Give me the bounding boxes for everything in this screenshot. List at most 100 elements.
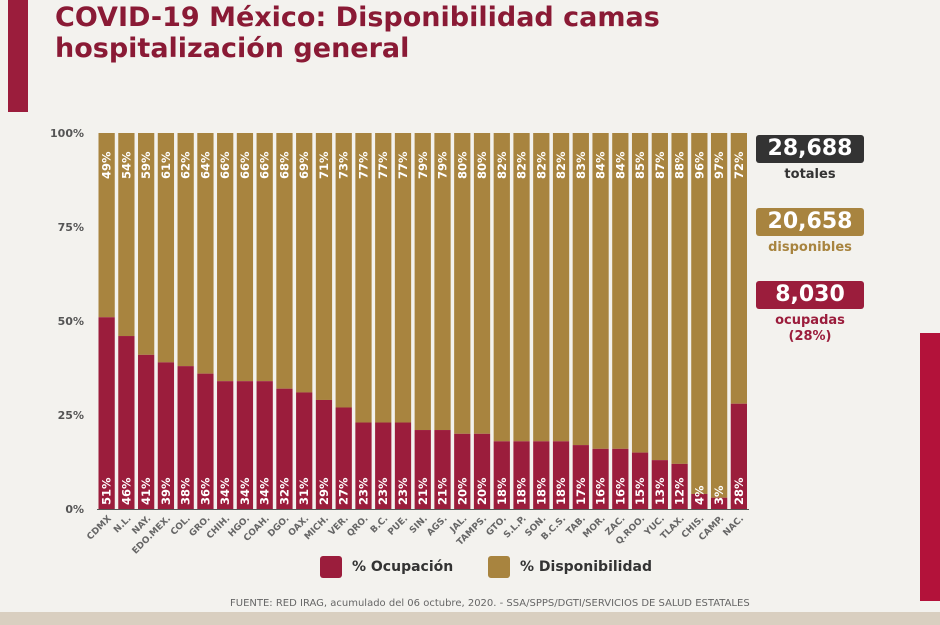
bar-ocupacion xyxy=(197,373,214,509)
data-label-ocupacion: 20% xyxy=(455,477,469,505)
bottom-strip xyxy=(0,612,940,625)
data-label-ocupacion: 34% xyxy=(238,477,252,505)
bar-disponibilidad xyxy=(533,133,550,442)
data-label-disponibilidad: 80% xyxy=(455,151,469,179)
bar-ocupacion xyxy=(355,422,372,509)
bar-disponibilidad xyxy=(138,133,155,355)
data-label-disponibilidad: 80% xyxy=(475,151,489,179)
y-tick-label: 0% xyxy=(65,503,84,516)
data-label-ocupacion: 21% xyxy=(436,477,450,505)
data-label-disponibilidad: 71% xyxy=(317,151,331,179)
bar-ocupacion xyxy=(434,430,451,509)
data-label-disponibilidad: 84% xyxy=(613,151,627,179)
data-label-ocupacion: 23% xyxy=(396,477,410,505)
bar-ocupacion xyxy=(118,336,135,509)
totales-value: 28,688 xyxy=(756,135,864,163)
bar-disponibilidad xyxy=(335,133,352,408)
stat-totales: 28,688 totales xyxy=(756,135,864,183)
data-label-ocupacion: 38% xyxy=(179,477,193,505)
data-label-ocupacion: 28% xyxy=(732,477,746,505)
bar-ocupacion xyxy=(572,445,589,509)
data-label-ocupacion: 34% xyxy=(258,477,272,505)
data-label-ocupacion: 23% xyxy=(356,477,370,505)
bar-ocupacion xyxy=(493,441,510,509)
accent-bar-left xyxy=(8,0,28,112)
x-tick-label: MOR. xyxy=(581,514,607,540)
bar-disponibilidad xyxy=(217,133,234,382)
bar-ocupacion xyxy=(454,433,471,509)
data-label-disponibilidad: 83% xyxy=(574,151,588,179)
data-label-disponibilidad: 88% xyxy=(673,151,687,179)
data-label-ocupacion: 34% xyxy=(218,477,232,505)
data-label-ocupacion: 16% xyxy=(613,477,627,505)
disponibles-value: 20,658 xyxy=(756,208,864,236)
legend-ocupacion: % Ocupación xyxy=(320,556,453,578)
bar-ocupacion xyxy=(394,422,412,509)
data-label-disponibilidad: 62% xyxy=(179,151,193,179)
data-label-disponibilidad: 64% xyxy=(198,151,212,179)
data-label-ocupacion: 51% xyxy=(100,477,114,505)
bar-ocupacion xyxy=(631,452,649,509)
data-label-disponibilidad: 54% xyxy=(119,151,133,179)
bar-ocupacion xyxy=(296,392,313,509)
bar-disponibilidad xyxy=(612,133,629,449)
bar-ocupacion xyxy=(710,497,728,509)
x-tick-label: S.L.P. xyxy=(502,514,528,540)
bar-ocupacion xyxy=(256,381,273,509)
bar-disponibilidad xyxy=(157,133,175,363)
data-label-ocupacion: 23% xyxy=(376,477,390,505)
disponibles-label: disponibles xyxy=(768,240,852,255)
bar-disponibilidad xyxy=(118,133,135,337)
data-label-ocupacion: 15% xyxy=(633,477,647,505)
bar-ocupacion xyxy=(552,441,570,509)
bar-ocupacion xyxy=(612,448,629,509)
data-label-ocupacion: 32% xyxy=(277,477,291,505)
bar-disponibilidad xyxy=(276,133,293,389)
data-label-disponibilidad: 66% xyxy=(258,151,272,179)
data-label-ocupacion: 29% xyxy=(317,477,331,505)
bar-disponibilidad xyxy=(592,133,609,449)
legend-swatch-ocupacion xyxy=(320,556,342,578)
bar-disponibilidad xyxy=(434,133,451,431)
data-label-ocupacion: 16% xyxy=(594,477,608,505)
data-label-ocupacion: 4% xyxy=(692,485,706,505)
bar-ocupacion xyxy=(513,441,530,509)
bar-disponibilidad xyxy=(296,133,313,393)
data-label-disponibilidad: 77% xyxy=(356,151,370,179)
x-tick-label: DGO. xyxy=(266,514,291,539)
data-label-ocupacion: 13% xyxy=(653,477,667,505)
bar-disponibilidad xyxy=(454,133,471,434)
data-label-disponibilidad: 96% xyxy=(692,151,706,179)
bar-disponibilidad xyxy=(671,133,688,464)
bar-ocupacion xyxy=(217,381,234,509)
y-tick-label: 25% xyxy=(58,409,84,422)
bar-disponibilidad xyxy=(177,133,194,367)
bar-ocupacion xyxy=(651,460,668,509)
data-label-ocupacion: 18% xyxy=(495,477,509,505)
bar-disponibilidad xyxy=(315,133,333,400)
y-tick-label: 50% xyxy=(58,315,84,328)
bar-ocupacion xyxy=(138,354,155,509)
bar-disponibilidad xyxy=(473,133,491,434)
legend-swatch-disponibilidad xyxy=(488,556,510,578)
legend-disponibilidad: % Disponibilidad xyxy=(488,556,652,578)
x-tick-label: CDMX xyxy=(85,514,113,542)
data-label-disponibilidad: 82% xyxy=(534,151,548,179)
data-label-disponibilidad: 97% xyxy=(712,151,726,179)
bar-ocupacion xyxy=(375,422,392,509)
data-label-disponibilidad: 77% xyxy=(396,151,410,179)
bar-disponibilidad xyxy=(552,133,570,442)
data-label-ocupacion: 3% xyxy=(712,485,726,505)
data-label-disponibilidad: 73% xyxy=(337,151,351,179)
bar-disponibilidad xyxy=(513,133,530,442)
data-label-disponibilidad: 79% xyxy=(436,151,450,179)
bar-disponibilidad xyxy=(375,133,392,423)
data-label-disponibilidad: 77% xyxy=(376,151,390,179)
data-label-ocupacion: 18% xyxy=(534,477,548,505)
bar-ocupacion xyxy=(730,403,747,509)
data-label-ocupacion: 20% xyxy=(475,477,489,505)
data-label-disponibilidad: 82% xyxy=(515,151,529,179)
legend-label-disponibilidad: % Disponibilidad xyxy=(520,559,652,575)
source-note: FUENTE: RED IRAG, acumulado del 06 octub… xyxy=(230,598,750,609)
